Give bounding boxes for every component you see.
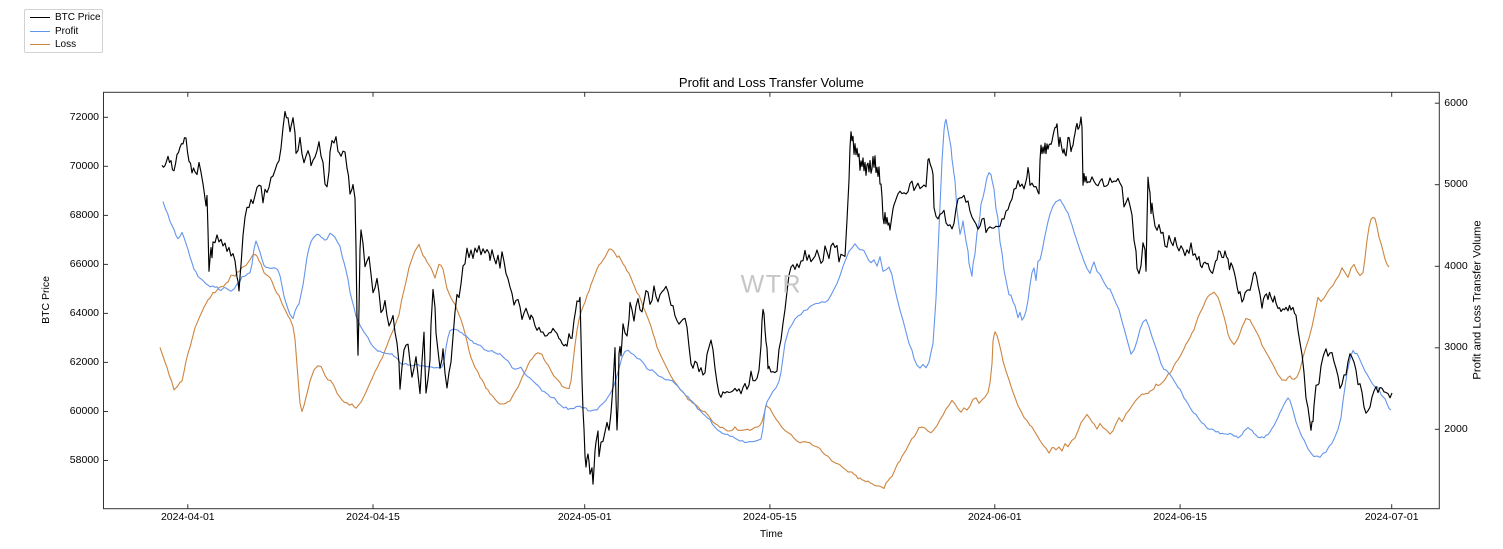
svg-text:BTC Price: BTC Price [40, 276, 52, 324]
svg-text:Profit and Loss Transfer Volum: Profit and Loss Transfer Volume [1471, 220, 1483, 379]
